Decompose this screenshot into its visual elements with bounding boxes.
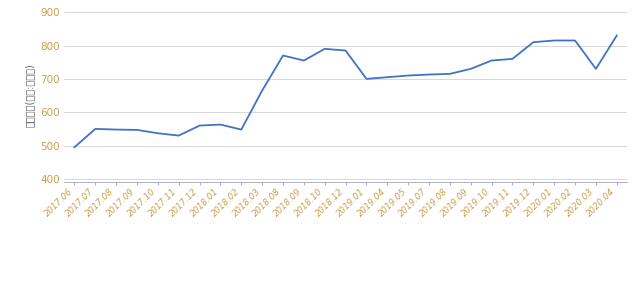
Y-axis label: 거래금액(단위:백만원): 거래금액(단위:백만원) <box>25 64 35 127</box>
